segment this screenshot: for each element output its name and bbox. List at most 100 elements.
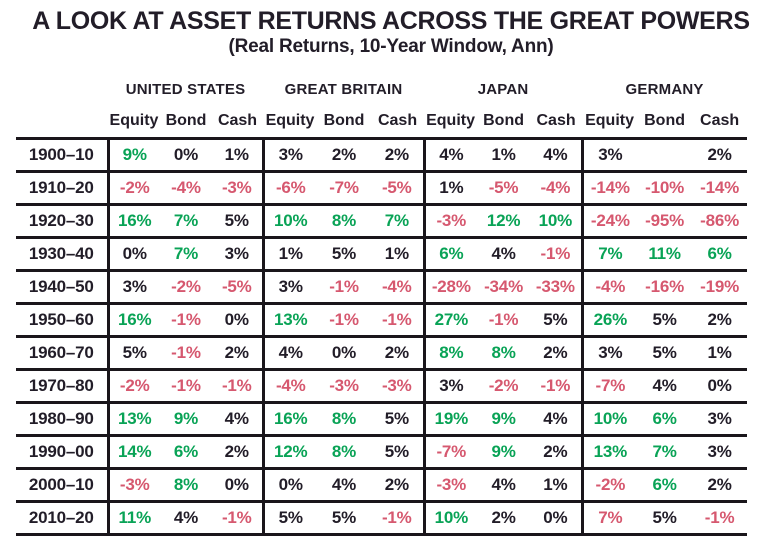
return-cell: 3% — [224, 244, 249, 263]
return-cell: 2% — [707, 145, 732, 164]
return-cell: 8% — [331, 409, 357, 428]
table-row: 2000–10 -3% 8% 0% 0% 4% 2% -3% 4% 1% -2% 6% 2% — [16, 468, 748, 502]
return-cell: 7% — [580, 237, 638, 271]
return-cell: 0% — [707, 376, 732, 395]
country-header-japan: JAPAN — [477, 81, 529, 98]
return-cell: 5% — [224, 211, 249, 230]
table-row: 1950–60 16% -1% 0% 13% -1% -1% 27% -1% 5% 26% 5% 2% — [16, 303, 748, 337]
asset-class-header-row: Equity Bond Cash Equity Bond Cash Equity Bond Ca… — [16, 108, 747, 139]
return-cell: 5% — [652, 310, 677, 329]
period-cell: 1990–00 — [28, 442, 94, 461]
return-cell: -7% — [580, 369, 638, 403]
return-cell: -5% — [381, 178, 412, 197]
return-cell: -3% — [221, 178, 252, 197]
return-cell: -1% — [704, 508, 735, 527]
return-cell: 13% — [106, 402, 160, 436]
return-cell: 9% — [491, 442, 516, 461]
return-cell: 1% — [224, 145, 249, 164]
return-cell: 10% — [261, 204, 318, 238]
return-cell: -1% — [221, 376, 252, 395]
return-cell: -95% — [645, 211, 684, 230]
return-cell: -86% — [700, 211, 740, 230]
return-cell: 6% — [652, 475, 677, 494]
return-cell: 2% — [331, 145, 357, 164]
return-cell: 2% — [384, 145, 409, 164]
return-cell: 8% — [422, 336, 478, 370]
page-subtitle: (Real Returns, 10-Year Window, Ann) — [228, 36, 554, 57]
return-cell: -14% — [580, 171, 638, 205]
return-cell: 0% — [261, 468, 318, 502]
country-header-row: UNITED STATES GREAT BRITAIN JAPAN GERMANY — [16, 66, 747, 108]
return-cell: -2% — [488, 376, 519, 395]
country-header-united-states: UNITED STATES — [125, 81, 246, 98]
return-cell: 1% — [707, 343, 732, 362]
return-cell: -4% — [540, 178, 571, 197]
return-cell: 11% — [106, 501, 160, 535]
returns-table: UNITED STATES GREAT BRITAIN JAPAN GERMANY Eq… — [16, 66, 748, 536]
return-cell: 5% — [543, 310, 568, 329]
return-cell: 8% — [173, 475, 199, 494]
return-cell: 4% — [543, 409, 568, 428]
period-cell: 1980–90 — [28, 409, 94, 428]
return-cell: 4% — [491, 244, 516, 263]
return-cell: -7% — [422, 435, 478, 469]
return-cell: -4% — [580, 270, 638, 304]
return-cell: -1% — [540, 244, 571, 263]
return-cell: 3% — [422, 369, 478, 403]
return-cell: 5% — [652, 343, 677, 362]
return-cell: -5% — [488, 178, 519, 197]
blank-cell — [16, 108, 108, 139]
return-cell: 0% — [331, 343, 357, 362]
return-cell — [637, 139, 692, 172]
return-cell: 5% — [652, 508, 677, 527]
table-body: 1900–10 9% 0% 1% 3% 2% 2% 4% 1% 4% 3% 2% 1910–20 -2% -… — [16, 138, 748, 535]
return-cell: -1% — [171, 376, 201, 395]
return-cell: 3% — [707, 409, 732, 428]
return-cell: -4% — [381, 277, 412, 296]
return-cell: 13% — [580, 435, 638, 469]
return-cell: 12% — [261, 435, 318, 469]
return-cell: 4% — [422, 138, 478, 172]
subheader-equity: Equity — [585, 112, 634, 129]
return-cell: 27% — [422, 303, 478, 337]
period-cell: 1970–80 — [28, 376, 94, 395]
return-cell: 6% — [422, 237, 478, 271]
return-cell: 12% — [486, 211, 521, 230]
return-cell: 0% — [173, 145, 199, 164]
subheader-cash: Cash — [377, 112, 418, 129]
return-cell: 1% — [491, 145, 516, 164]
return-cell: 2% — [707, 310, 732, 329]
country-header-germany: GERMANY — [625, 81, 704, 98]
return-cell: 26% — [580, 303, 638, 337]
return-cell: -4% — [261, 369, 318, 403]
return-cell: 6% — [707, 244, 732, 263]
return-cell: 3% — [106, 270, 160, 304]
return-cell: -14% — [700, 178, 740, 197]
return-cell: -3% — [106, 468, 160, 502]
return-cell: -10% — [645, 178, 684, 197]
return-cell: 7% — [652, 442, 677, 461]
table-row: 1970–80 -2% -1% -1% -4% -3% -3% 3% -2% -1% -7% 4% 0% — [16, 369, 748, 403]
return-cell: 5% — [261, 501, 318, 535]
return-cell: -19% — [700, 277, 740, 296]
return-cell: 1% — [384, 244, 409, 263]
return-cell: -2% — [171, 277, 201, 296]
return-cell: 7% — [384, 211, 409, 230]
subheader-equity: Equity — [426, 112, 475, 129]
return-cell: 16% — [106, 204, 160, 238]
return-cell: 2% — [224, 442, 249, 461]
return-cell: -33% — [535, 277, 575, 296]
return-cell: -1% — [221, 508, 252, 527]
period-cell: 1920–30 — [28, 211, 94, 230]
return-cell: -1% — [171, 310, 201, 329]
return-cell: 6% — [173, 442, 199, 461]
return-cell: 5% — [384, 442, 409, 461]
return-cell: -3% — [422, 204, 478, 238]
return-cell: 2% — [543, 442, 568, 461]
return-cell: 4% — [652, 376, 677, 395]
return-cell: -2% — [106, 369, 160, 403]
return-cell: 0% — [224, 310, 249, 329]
return-cell: 3% — [261, 270, 318, 304]
subheader-bond: Bond — [323, 112, 365, 129]
return-cell: -4% — [171, 178, 201, 197]
